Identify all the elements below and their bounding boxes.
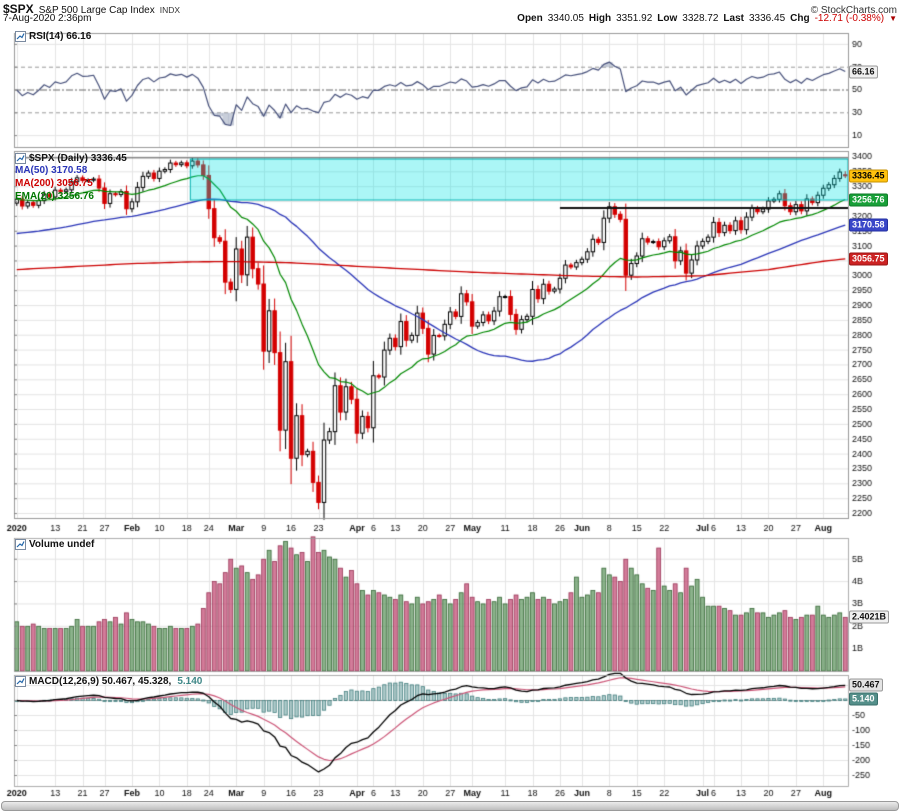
open-label: Open: [517, 13, 543, 24]
last-label: Last: [723, 13, 744, 24]
multi-panel-chart-canvas: [0, 28, 900, 800]
down-arrow-icon: ▼: [889, 14, 897, 23]
chart-timestamp: 7-Aug-2020 2:36pm: [3, 13, 92, 24]
rsi-legend-label: RSI(14) 66.16: [29, 30, 92, 42]
quote-row: 7-Aug-2020 2:36pm Open 3340.05 High 3351…: [0, 13, 900, 27]
chart-type-icon: [15, 31, 26, 42]
ema20-legend: EMA(20) 3256.76: [15, 192, 94, 202]
header-left: $SPX S&P 500 Large Cap Index INDX: [3, 0, 180, 18]
chart-type-icon: [15, 539, 26, 550]
chart-type-icon: [15, 676, 26, 687]
horizontal-scrollbar[interactable]: [1, 801, 899, 811]
volume-legend: Volume undef: [15, 539, 94, 550]
rsi-legend: RSI(14) 66.16: [15, 31, 91, 42]
exchange-label: INDX: [159, 5, 181, 15]
ma50-legend-label: MA(50) 3170.58: [15, 165, 88, 176]
chart-type-icon: [15, 153, 26, 164]
ticker-symbol: $SPX: [3, 2, 34, 16]
index-name: S&P 500 Large Cap Index: [38, 5, 155, 16]
high-label: High: [588, 13, 612, 24]
open-value: 3340.05: [547, 13, 584, 24]
chart-header: $SPX S&P 500 Large Cap Index INDX © StockC…: [0, 0, 900, 16]
low-label: Low: [657, 13, 678, 24]
low-value: 3328.72: [682, 13, 719, 24]
volume-legend-label: Volume undef: [29, 538, 95, 550]
macd-hist-legend-label: 5.140: [177, 675, 203, 687]
ma200-legend: MA(200) 3056.75: [15, 179, 93, 189]
ma200-legend-label: MA(200) 3056.75: [15, 178, 93, 189]
price-legend-label: $SPX (Daily) 3336.45: [29, 152, 127, 164]
quote-summary: Open 3340.05 High 3351.92 Low 3328.72 La…: [517, 13, 897, 24]
copyright-text: © StockCharts.com: [810, 5, 897, 16]
ema20-legend-label: EMA(20) 3256.76: [15, 191, 94, 202]
macd-legend-label: MACD(12,26,9) 50.467, 45.328,: [29, 675, 172, 687]
chg-label: Chg: [790, 13, 810, 24]
last-value: 3336.45: [748, 13, 786, 24]
high-value: 3351.92: [616, 13, 653, 24]
ma50-legend: MA(50) 3170.58: [15, 166, 87, 176]
chg-value: -12.71 (-0.38%): [814, 13, 885, 24]
macd-legend: MACD(12,26,9) 50.467, 45.328, 5.140: [15, 676, 202, 687]
price-legend: $SPX (Daily) 3336.45: [15, 153, 127, 164]
